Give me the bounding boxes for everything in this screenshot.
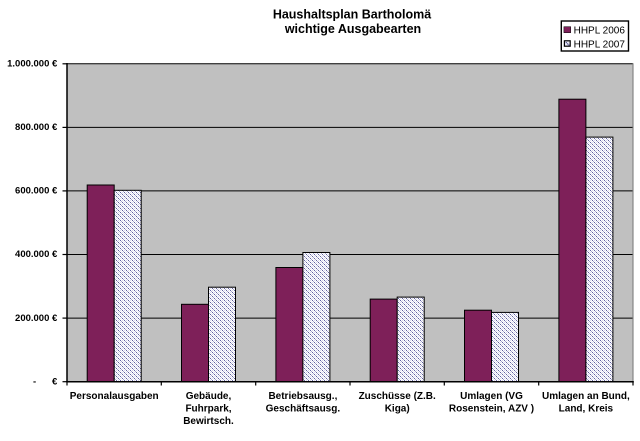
svg-text:Land, Kreis: Land, Kreis bbox=[559, 404, 614, 415]
svg-text:HHPL 2006: HHPL 2006 bbox=[574, 26, 626, 37]
svg-text:Gebäude,: Gebäude, bbox=[186, 391, 232, 402]
svg-text:200.000 €: 200.000 € bbox=[15, 313, 58, 324]
svg-text:400.000 €: 400.000 € bbox=[15, 249, 58, 260]
svg-text:Umlagen an Bund,: Umlagen an Bund, bbox=[542, 391, 630, 402]
svg-text:600.000 €: 600.000 € bbox=[15, 186, 58, 197]
svg-text:HHPL 2007: HHPL 2007 bbox=[574, 40, 626, 51]
svg-text:wichtige Ausgabearten: wichtige Ausgabearten bbox=[284, 22, 421, 36]
svg-text:Bewirtsch.: Bewirtsch. bbox=[183, 416, 234, 427]
svg-text:Betriebsausg.,: Betriebsausg., bbox=[268, 391, 337, 402]
svg-text:Zuschüsse (Z.B.: Zuschüsse (Z.B. bbox=[359, 391, 436, 402]
svg-text:Rosenstein, AZV ): Rosenstein, AZV ) bbox=[449, 404, 534, 415]
svg-text:Kiga): Kiga) bbox=[385, 404, 410, 415]
svg-text:- €: - € bbox=[33, 376, 58, 387]
svg-text:Personalausgaben: Personalausgaben bbox=[70, 391, 159, 402]
svg-text:1.000.000 €: 1.000.000 € bbox=[7, 59, 58, 70]
svg-text:Umlagen (VG: Umlagen (VG bbox=[460, 391, 523, 402]
svg-text:Geschäftsausg.: Geschäftsausg. bbox=[266, 404, 341, 415]
svg-text:Haushaltsplan Bartholomä: Haushaltsplan Bartholomä bbox=[273, 7, 431, 21]
svg-text:Fuhrpark,: Fuhrpark, bbox=[185, 404, 231, 415]
svg-text:800.000 €: 800.000 € bbox=[15, 122, 58, 133]
